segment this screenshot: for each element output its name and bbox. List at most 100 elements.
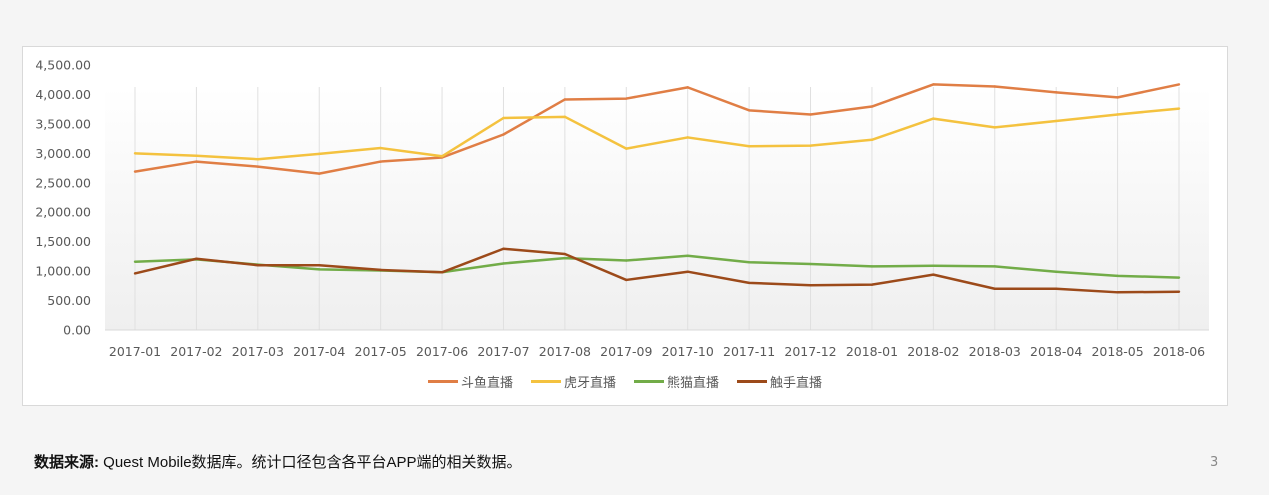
y-tick-label: 1,500.00 [35,234,91,249]
data-point [379,268,382,272]
data-point [870,138,874,141]
data-point [625,259,628,262]
y-tick-label: 4,500.00 [35,58,91,73]
legend-label: 熊猫直播 [667,376,720,391]
data-point [1054,91,1058,94]
data-point [133,152,137,155]
x-tick-label: 2018-04 [1030,344,1082,359]
data-point [195,257,198,260]
x-tick-label: 2017-09 [600,344,652,359]
source-text: Quest Mobile数据库。统计口径包含各平台APP端的相关数据。 [99,454,522,471]
data-point [993,126,996,129]
data-point [1116,113,1119,116]
data-point [809,113,812,116]
data-point [502,247,505,250]
legend-item: 触手直播 [737,372,822,391]
data-point [318,152,321,156]
data-point [563,252,567,256]
y-tick-label: 500.00 [47,293,91,308]
y-tick-label: 1,000.00 [35,264,91,279]
x-tick-label: 2017-08 [539,344,591,359]
data-point [932,83,935,86]
data-point [195,160,198,163]
x-tick-label: 2018-02 [907,344,959,359]
y-tick-label: 4,000.00 [35,87,91,102]
source-note: 数据来源: Quest Mobile数据库。统计口径包含各平台APP端的相关数据… [34,451,522,472]
chart-container: 0.00 500.00 1,000.00 1,500.00 2,000.00 2,500.… [22,46,1228,406]
data-point [993,265,996,268]
data-point [379,146,382,150]
line-chart: 0.00 500.00 1,000.00 1,500.00 2,000.00 2,500.… [35,58,1209,359]
data-point [993,287,996,290]
data-point [932,117,935,120]
data-point [133,272,137,275]
data-point [1177,83,1181,86]
data-point [563,256,567,260]
data-point [747,109,751,112]
data-point [809,284,812,287]
data-point [1177,276,1181,279]
data-point [809,262,812,266]
data-point [747,281,751,285]
x-tick-label: 2017-04 [293,344,345,359]
legend-swatch [427,380,458,383]
data-point [318,264,321,267]
x-tick-label: 2018-03 [969,344,1021,359]
x-tick-label: 2018-01 [846,344,898,359]
data-point [133,260,137,263]
data-point [932,273,935,276]
data-point [379,160,382,163]
source-label: 数据来源: [34,454,99,471]
data-point [502,133,505,136]
data-point [870,265,874,268]
x-tick-label: 2017-11 [723,344,775,359]
data-point [1116,274,1119,278]
x-tick-label: 2017-03 [232,344,284,359]
data-point [318,268,321,271]
x-tick-label: 2017-12 [784,344,836,359]
data-point [809,144,812,147]
series-line-3 [134,254,1180,279]
data-point [1054,287,1058,290]
data-point [870,283,874,286]
data-point [318,172,321,175]
x-tick-label: 2017-10 [662,344,714,359]
data-point [563,98,567,101]
legend-item: 虎牙直播 [530,372,616,391]
data-point [625,147,628,150]
x-tick-label: 2017-05 [355,344,407,359]
legend-label: 虎牙直播 [563,376,616,391]
data-point [256,158,260,161]
y-tick-label: 2,000.00 [35,205,91,220]
x-tick-label: 2017-01 [109,344,161,359]
x-tick-label: 2017-07 [477,344,529,359]
series-line-4 [134,247,1180,294]
data-point [1054,119,1058,123]
data-point [502,116,505,120]
y-tick-label: 3,000.00 [35,146,91,161]
y-tick-label: 3,500.00 [35,116,91,131]
data-point [133,170,137,173]
y-tick-label: 2,500.00 [35,175,91,190]
x-tick-label: 2017-02 [170,344,222,359]
data-point [195,154,198,157]
data-point [686,86,689,89]
legend-swatch [737,380,768,383]
data-point [1177,107,1181,110]
x-tick-label: 2018-05 [1091,344,1143,359]
data-point [1054,270,1058,273]
data-point [256,264,260,267]
data-point [686,254,689,257]
legend: 斗鱼直播 虎牙直播 熊猫直播 触手直播 [23,372,1227,391]
y-tick-label: 0.00 [63,323,91,338]
data-point [870,105,874,108]
data-point [747,261,751,264]
data-point [747,145,751,148]
data-point [1116,291,1119,294]
data-point [686,270,689,273]
series-line-1 [134,83,1180,175]
legend-swatch [530,380,561,383]
data-point [440,271,444,274]
page-number: 3 [1210,455,1219,470]
data-point [502,262,505,265]
